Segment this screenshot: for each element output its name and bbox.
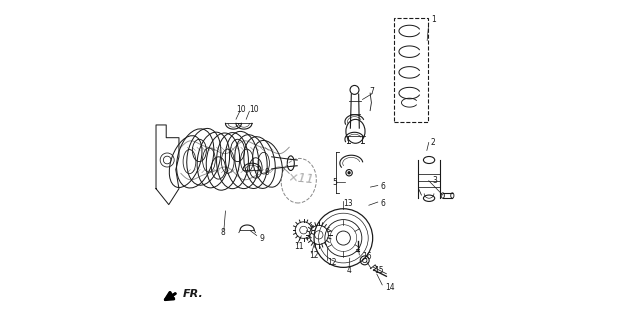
Text: 13: 13 xyxy=(343,198,353,207)
Text: 6: 6 xyxy=(381,182,386,191)
Text: FR.: FR. xyxy=(183,289,203,299)
Text: 2: 2 xyxy=(431,138,435,147)
Text: 12: 12 xyxy=(309,251,319,260)
Text: ×11: ×11 xyxy=(287,172,314,187)
Text: 3: 3 xyxy=(432,176,437,185)
Text: 16: 16 xyxy=(363,252,372,261)
Text: 15: 15 xyxy=(374,266,384,275)
Text: 8: 8 xyxy=(221,228,226,237)
Text: 1: 1 xyxy=(431,15,435,24)
Text: 9: 9 xyxy=(260,234,265,243)
Text: 9: 9 xyxy=(264,168,269,177)
Text: 11: 11 xyxy=(294,242,303,251)
Text: 10: 10 xyxy=(249,105,259,114)
Text: 4: 4 xyxy=(346,266,351,276)
Circle shape xyxy=(348,172,350,174)
Text: 7: 7 xyxy=(369,87,374,96)
Text: 12: 12 xyxy=(327,258,336,267)
Text: 10: 10 xyxy=(237,105,246,114)
Text: 14: 14 xyxy=(386,283,395,292)
Text: 6: 6 xyxy=(381,198,386,207)
Text: 5: 5 xyxy=(332,178,337,187)
Bar xyxy=(394,18,428,122)
